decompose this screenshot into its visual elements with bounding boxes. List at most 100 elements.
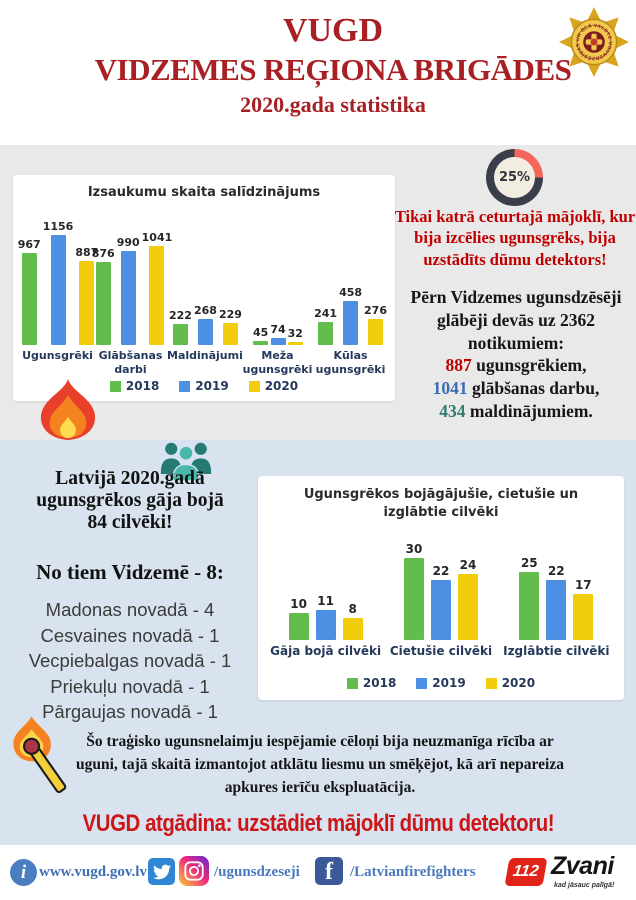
list-item: Pārgaujas novadā - 1 — [42, 701, 218, 722]
bar-value: 229 — [218, 308, 242, 321]
legend-item: 2018 — [346, 676, 396, 690]
bar-2019 — [315, 610, 336, 640]
bar-2020 — [287, 342, 303, 345]
list-item: Madonas novadā - 4 — [45, 599, 215, 620]
stat-number: 887 — [445, 355, 472, 376]
bar-group: 967 1156 887 — [17, 220, 98, 345]
bar-column: 74 — [270, 323, 286, 345]
bar-2020 — [457, 574, 478, 640]
bar-value: 268 — [193, 304, 217, 317]
page-title: VUGD — [282, 12, 384, 49]
stat-line: 434 maldinājumiem. — [392, 400, 636, 423]
bar-column: 32 — [288, 327, 303, 345]
category-label: Gāja bojā cilvēki — [270, 644, 382, 658]
bar-2018 — [21, 253, 37, 345]
legend-label: 2018 — [125, 379, 160, 393]
twitter-icon[interactable] — [148, 858, 175, 885]
category-label: Ugunsgrēki — [22, 349, 93, 362]
bar-2020 — [342, 618, 363, 640]
bar-2019 — [120, 251, 136, 345]
bar-2020 — [149, 246, 165, 345]
bar-group: 222 268 229 — [169, 304, 242, 345]
legend-swatch-2020 — [248, 380, 260, 392]
stat-line: 1041 glābšanas darbu, — [392, 377, 636, 400]
bar-2018 — [253, 341, 269, 345]
header: VUGD VIDZEMES REĢIONA BRIGĀDES 2020.gada… — [0, 0, 636, 145]
bar-group: 25 22 17 — [500, 556, 612, 640]
facebook-icon[interactable]: f — [315, 857, 343, 885]
website-link[interactable]: www.vugd.gov.lv — [39, 864, 147, 880]
category-label: Maldinājumi — [167, 349, 243, 362]
bar-value: 967 — [17, 238, 41, 251]
bar-2018 — [403, 558, 424, 640]
footer: i www.vugd.gov.lv /ugunsdzeseji f /Latvi… — [0, 845, 636, 900]
stat-text: maldinājumiem. — [465, 400, 593, 421]
bar-value: 11 — [317, 594, 334, 608]
bar-value: 8 — [348, 602, 357, 616]
bar-value: 22 — [547, 564, 565, 578]
deaths-title-line1: Latvijā 2020.gadā — [55, 468, 205, 489]
legend-item: 2020 — [248, 379, 298, 393]
bar-2020 — [79, 261, 95, 345]
deaths-subtitle: No tiem Vidzemē - 8: — [36, 560, 224, 584]
bar-value: 458 — [339, 286, 363, 299]
bar-2018 — [519, 572, 540, 640]
facebook-handle[interactable]: /Latvianfirefighters — [350, 864, 476, 880]
smoke-detector-donut: 25% — [486, 149, 543, 206]
instagram-icon[interactable] — [179, 856, 209, 886]
legend-swatch-2019 — [179, 380, 191, 392]
reminder-text: VUGD atgādina: uzstādiet mājoklī dūmu de… — [82, 810, 554, 837]
bar-2020 — [222, 323, 238, 345]
bar-2018 — [95, 262, 111, 345]
list-item: Cesvaines novadā - 1 — [40, 624, 220, 646]
bar-group: 876 990 1041 — [92, 231, 172, 345]
summary-intro: Pērn Vidzemes ugunsdzēsēji glābēji devās… — [410, 287, 622, 353]
bar-value: 74 — [270, 323, 286, 336]
instagram-handle[interactable]: /ugunsdzeseji — [214, 864, 300, 880]
bar-column: 1156 — [43, 220, 73, 345]
deaths-title: Latvijā 2020.gadā ugunsgrēkos gāja bojā … — [6, 468, 254, 534]
bar-group: 241 458 276 — [314, 286, 387, 345]
info-icon: i — [10, 859, 37, 886]
chart1-plot: 967 1156 887 876 990 1041 222 268 229 45 74 32 241 45… — [17, 209, 387, 345]
bar-group: 30 22 24 — [385, 542, 497, 640]
page-title-region: VIDZEMES REĢIONA BRIGĀDES — [94, 52, 572, 87]
bar-2019 — [270, 338, 286, 345]
chart2-title: Ugunsgrēkos bojāgājušie, cietušie un izg… — [303, 487, 579, 521]
smoke-detector-alert: Tikai katrā ceturtajā mājoklī, kur bija … — [394, 207, 636, 269]
chart2-categories: Gāja bojā cilvēki Cietušie cilvēki Izglābt… — [268, 644, 614, 660]
legend-swatch-2020 — [485, 677, 497, 689]
chart2-plot: 10 11 8 30 22 24 25 22 17 — [268, 536, 614, 640]
bar-2018 — [288, 613, 309, 640]
bar-value: 24 — [459, 558, 477, 572]
zvani-tagline: kad jāsauc palīgā! — [554, 882, 615, 889]
deaths-title-line3: 84 cilvēki! — [87, 512, 173, 533]
bar-value: 10 — [290, 597, 307, 611]
bar-group: 45 74 32 — [242, 323, 314, 345]
chart1-title: Izsaukumu skaita salīdzinājums — [87, 185, 321, 200]
bar-column: 24 — [457, 558, 478, 640]
summary-stat-lines: 887 ugunsgrēkiem, 1041 glābšanas darbu, 43… — [392, 354, 636, 422]
people-group-icon — [160, 442, 212, 481]
causes-paragraph: Šo traģisko ugunsnelaimju iespējamie cēl… — [76, 733, 564, 796]
bar-value: 990 — [116, 236, 140, 249]
bar-column: 22 — [546, 564, 567, 640]
bar-column: 276 — [364, 304, 387, 345]
bar-column: 25 — [519, 556, 540, 640]
bar-2019 — [197, 319, 213, 345]
bar-2019 — [50, 235, 66, 345]
emergency-number: 112 — [512, 863, 541, 880]
legend-swatch-2019 — [416, 677, 428, 689]
chart2-legend: 2018 2019 2020 — [258, 676, 624, 690]
page-subtitle: 2020.gada statistika — [240, 92, 426, 117]
bar-value: 276 — [364, 304, 387, 317]
bar-column: 10 — [288, 597, 309, 640]
casualties-chart: Ugunsgrēkos bojāgājušie, cietušie un izg… — [258, 476, 624, 700]
bar-column: 887 — [75, 246, 98, 345]
bar-column: 241 — [314, 307, 337, 345]
stat-number: 434 — [439, 400, 466, 421]
bar-2019 — [430, 580, 451, 640]
chart1-legend: 2018 2019 2020 — [13, 379, 395, 393]
emergency-112-logo: 112 — [504, 858, 548, 886]
